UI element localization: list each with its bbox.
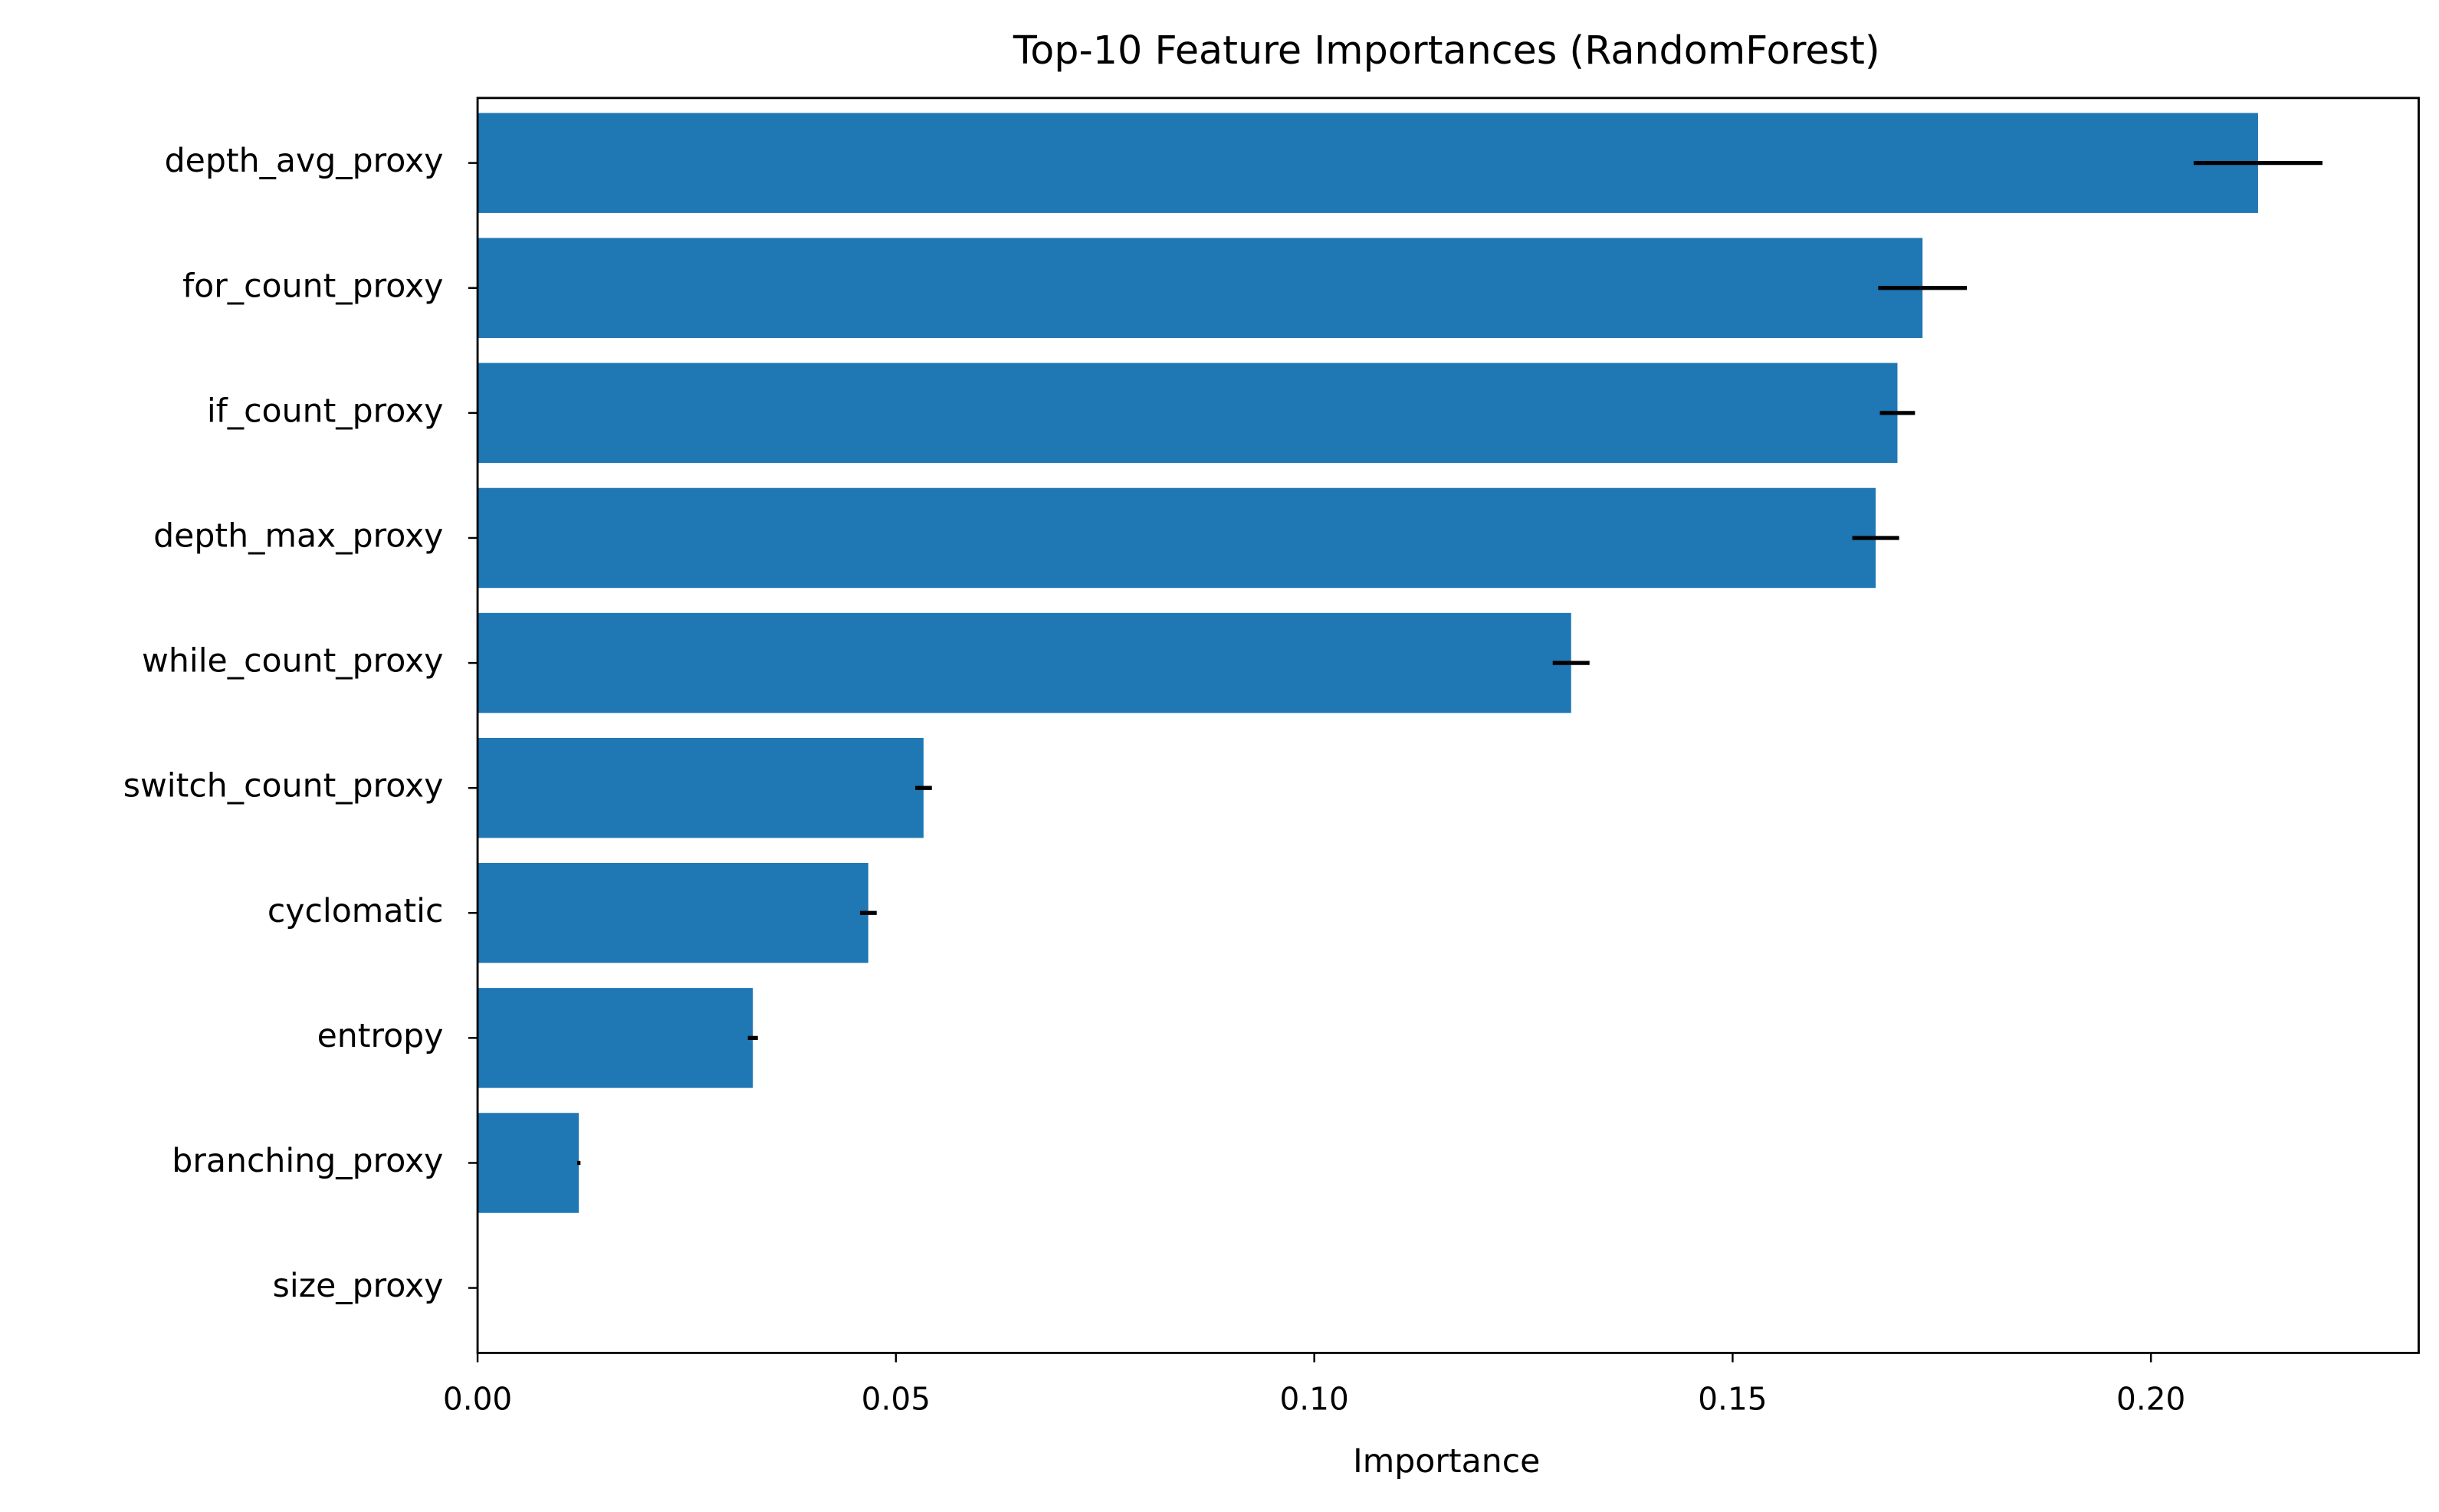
x-tick-label: 0.20 — [2116, 1380, 2185, 1417]
x-axis-label: Importance — [1353, 1442, 1540, 1481]
bar — [478, 988, 753, 1088]
y-tick-label: for_count_proxy — [182, 267, 443, 305]
y-tick-label: depth_max_proxy — [153, 517, 443, 555]
y-tick-label: switch_count_proxy — [123, 767, 444, 805]
bar — [478, 863, 868, 963]
bar — [478, 362, 1898, 464]
y-tick-label: cyclomatic — [268, 892, 444, 930]
x-tick-label: 0.10 — [1279, 1380, 1348, 1417]
bar — [478, 113, 2258, 213]
x-tick-label: 0.05 — [862, 1380, 931, 1417]
bar — [478, 487, 1876, 589]
y-tick-label: while_count_proxy — [142, 642, 443, 681]
y-tick-label: branching_proxy — [172, 1142, 443, 1180]
chart-title: Top-10 Feature Importances (RandomForest… — [1013, 28, 1880, 73]
bar — [478, 737, 924, 838]
x-tick-label: 0.00 — [443, 1380, 512, 1417]
y-tick-label: entropy — [317, 1017, 444, 1055]
bar — [478, 1113, 579, 1213]
y-tick-label: size_proxy — [273, 1267, 444, 1305]
bar — [478, 238, 1923, 339]
bar — [478, 612, 1571, 713]
plot-frame — [476, 97, 2420, 1354]
x-tick-label: 0.15 — [1698, 1380, 1767, 1417]
y-tick-label: if_count_proxy — [207, 392, 443, 430]
y-tick-label: depth_avg_proxy — [165, 142, 444, 180]
